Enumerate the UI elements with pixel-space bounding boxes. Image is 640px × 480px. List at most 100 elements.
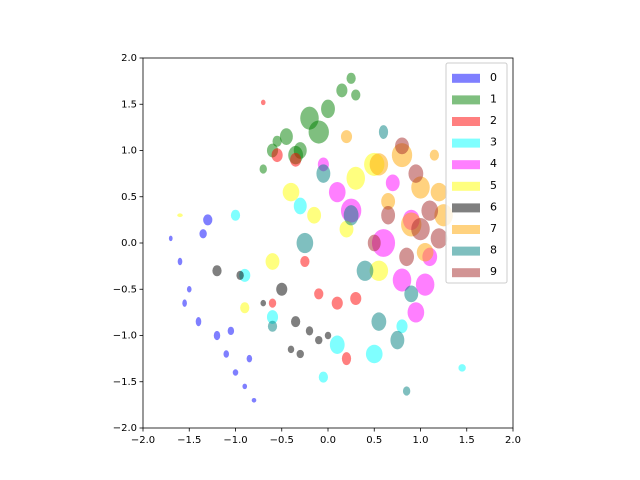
point [199,229,207,239]
legend-label: 0 [490,71,497,84]
point [341,352,352,366]
legend-swatch [452,95,480,105]
y-tick-label: 2.0 [121,53,137,64]
point [300,255,310,268]
legend-swatch [452,181,480,191]
point [381,193,396,210]
point [415,273,435,296]
point [385,174,400,192]
legend-label: 5 [490,179,497,192]
point [356,260,374,281]
series [212,265,332,359]
point [287,345,295,354]
legend-swatch [452,268,480,278]
point [402,386,411,396]
x-tick-label: 0.0 [320,435,336,446]
point [259,164,267,174]
point [305,326,314,336]
point [371,312,387,331]
point [328,181,346,203]
legend-label: 1 [490,92,497,105]
point [396,319,408,334]
point [266,310,279,324]
point [367,234,381,252]
y-tick-label: 1.5 [121,99,137,110]
point [408,164,424,183]
point [381,206,396,225]
x-tick-label: −1.5 [177,435,201,446]
point [290,152,302,167]
point [212,265,222,277]
point [223,350,230,358]
point [369,153,389,176]
series [367,137,448,267]
point [324,331,332,340]
point [242,383,248,390]
point [378,125,389,139]
point [458,364,466,372]
x-tick-label: 2.0 [505,435,521,446]
point [429,149,439,161]
point [316,164,331,183]
legend-swatch [452,246,480,256]
point [430,182,448,202]
x-tick-label: −0.5 [270,435,294,446]
point [350,292,362,305]
legend-swatch [452,225,480,234]
point [336,83,348,98]
legend-swatch [452,160,480,170]
legend-swatch [452,73,480,83]
legend-label: 6 [490,200,497,213]
point [329,335,345,354]
point [265,253,280,270]
point [195,317,202,327]
point [351,89,361,101]
point [168,235,173,242]
point [399,247,415,267]
y-tick-label: −0.5 [113,284,137,295]
point [182,299,187,307]
point [346,72,356,84]
point [271,148,283,163]
x-tick-label: 1.0 [413,435,429,446]
legend-label: 2 [490,114,497,127]
point [343,205,359,226]
y-tick-label: 0.0 [121,238,137,249]
point [246,354,253,363]
point [421,200,439,221]
point [404,285,419,303]
series [259,72,361,174]
point [430,228,448,249]
point [177,257,183,266]
y-tick-label: 1.0 [121,146,137,157]
point [177,213,183,218]
point [236,270,244,280]
point [282,182,300,202]
point [232,369,239,376]
series [267,125,419,396]
point [407,302,425,323]
point [346,166,365,190]
point [276,282,288,296]
series [168,214,257,403]
legend-swatch [452,138,480,148]
point [296,349,304,359]
point [260,299,267,307]
legend-swatch [452,117,480,126]
x-tick-label: 1.5 [459,435,475,446]
x-tick-label: −2.0 [131,435,155,446]
point [291,316,301,328]
point [416,243,434,262]
point [272,135,282,147]
y-tick-label: 0.5 [121,192,137,203]
point [240,302,250,314]
y-tick-label: −2.0 [113,423,137,434]
point [390,330,405,350]
point [392,268,412,292]
point [340,130,353,144]
legend-swatch [452,203,480,213]
point [186,286,192,293]
point [213,330,221,341]
point [365,344,383,364]
